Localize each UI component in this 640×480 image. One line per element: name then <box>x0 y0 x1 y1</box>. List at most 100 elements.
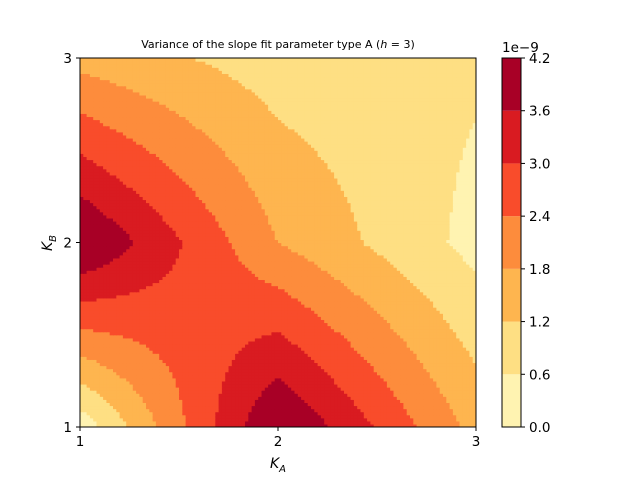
contour-cell <box>241 334 246 339</box>
contour-cell <box>466 307 470 311</box>
contour-cell <box>410 396 414 400</box>
contour-cell <box>116 377 121 382</box>
contour-cell <box>192 374 197 379</box>
contour-cell <box>327 387 332 391</box>
contour-cell <box>377 393 381 397</box>
contour-cell <box>175 414 180 419</box>
contour-cell <box>175 300 180 305</box>
contour-cell <box>146 408 150 413</box>
contour-cell <box>103 343 107 348</box>
contour-cell <box>129 420 134 425</box>
contour-cell <box>245 356 249 360</box>
contour-cell <box>317 337 322 342</box>
contour-cell <box>116 402 121 407</box>
contour-cell <box>452 316 457 320</box>
contour-cell <box>80 347 84 351</box>
contour-cell <box>410 347 414 351</box>
contour-cell <box>99 387 104 391</box>
contour-cell <box>410 420 414 425</box>
contour-cell <box>462 420 467 425</box>
contour-cell <box>235 393 239 397</box>
contour-cell <box>205 383 210 388</box>
contour-cell <box>208 340 213 345</box>
contour-cell <box>155 408 160 413</box>
contour-cell <box>169 319 173 324</box>
contour-cell <box>459 307 464 311</box>
contour-cell <box>218 399 223 403</box>
contour-cell <box>136 377 140 382</box>
contour-cell <box>446 300 451 305</box>
contour-cell <box>367 356 371 360</box>
contour-cell <box>400 328 404 333</box>
contour-cell <box>324 297 329 302</box>
contour-cell <box>383 322 388 327</box>
contour-cell <box>126 350 131 354</box>
contour-cell <box>311 371 315 376</box>
contour-cell <box>462 365 467 370</box>
contour-cell <box>472 313 476 317</box>
contour-cell <box>400 334 404 339</box>
contour-cell <box>462 350 467 354</box>
contour-cell <box>456 423 461 427</box>
contour-cell <box>439 322 444 327</box>
contour-cell <box>278 334 282 339</box>
contour-cell <box>215 350 220 354</box>
contour-cell <box>238 316 243 320</box>
contour-cell <box>271 383 276 388</box>
contour-cell <box>377 325 381 330</box>
contour-cell <box>235 417 239 422</box>
contour-cell <box>221 328 226 333</box>
contour-cell <box>426 353 431 357</box>
contour-cell <box>228 347 233 351</box>
contour-cell <box>472 417 476 422</box>
contour-cell <box>122 399 127 403</box>
contour-cell <box>215 343 220 348</box>
contour-cell <box>202 365 206 370</box>
contour-cell <box>264 362 269 367</box>
contour-cell <box>291 340 296 345</box>
contour-cell <box>452 331 457 336</box>
contour-cell <box>317 300 322 305</box>
contour-cell <box>228 362 233 367</box>
contour-cell <box>122 396 127 400</box>
contour-cell <box>350 334 355 339</box>
contour-cell <box>433 307 437 311</box>
contour-cell <box>159 374 164 379</box>
contour-cell <box>472 359 476 364</box>
contour-cell <box>370 371 375 376</box>
contour-cell <box>439 377 444 382</box>
contour-cell <box>195 322 200 327</box>
contour-cell <box>152 347 157 351</box>
contour-cell <box>89 347 94 351</box>
contour-cell <box>311 319 315 324</box>
contour-cell <box>393 328 398 333</box>
contour-cell <box>159 402 164 407</box>
contour-cell <box>264 393 269 397</box>
contour-cell <box>400 365 404 370</box>
contour-cell <box>284 371 289 376</box>
contour-cell <box>245 423 249 427</box>
contour-cell <box>317 362 322 367</box>
contour-cell <box>350 405 355 410</box>
contour-cell <box>261 331 266 336</box>
contour-cell <box>268 387 272 391</box>
contour-cell <box>264 423 269 427</box>
contour-cell <box>462 417 467 422</box>
contour-cell <box>198 356 203 360</box>
contour-cell <box>436 374 441 379</box>
contour-cell <box>231 340 236 345</box>
contour-cell <box>416 414 421 419</box>
contour-cell <box>287 365 292 370</box>
contour-cell <box>142 396 147 400</box>
contour-cell <box>149 325 154 330</box>
contour-cell <box>363 347 368 351</box>
contour-cell <box>443 368 447 373</box>
contour-cell <box>274 393 279 397</box>
contour-cell <box>353 319 358 324</box>
contour-cell <box>89 393 94 397</box>
contour-cell <box>258 420 263 425</box>
contour-cell <box>426 377 431 382</box>
contour-cell <box>426 359 431 364</box>
contour-cell <box>443 356 447 360</box>
contour-cell <box>462 423 467 427</box>
